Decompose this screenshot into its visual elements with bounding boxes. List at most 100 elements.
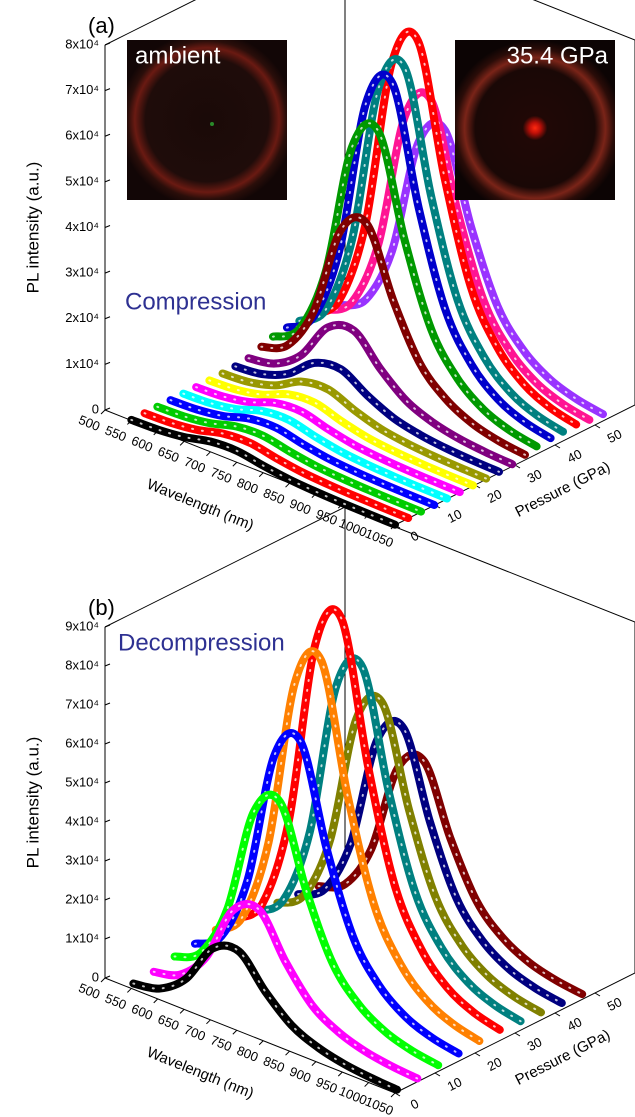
series-highlight bbox=[182, 392, 448, 500]
x-tick-label: 800 bbox=[235, 475, 261, 497]
panel-label: (a) bbox=[88, 13, 115, 38]
series-highlight bbox=[152, 902, 419, 1080]
y-tick-label: 6x10⁴ bbox=[65, 128, 99, 143]
y-tick bbox=[104, 819, 111, 823]
z-tick-label: 30 bbox=[525, 466, 545, 486]
x-tick-label: 650 bbox=[156, 443, 182, 465]
x-tick bbox=[100, 409, 106, 415]
y-tick-label: 2x10⁴ bbox=[65, 891, 99, 906]
y-tick-label: 2x10⁴ bbox=[65, 310, 99, 325]
chart-panel: 0 1x10⁴ 2x10⁴ 3x10⁴ 4x10⁴ 5x10⁴ 6x10⁴ 7x10⁴ 8x10… bbox=[23, 506, 635, 1117]
series-highlight bbox=[311, 30, 578, 426]
y-tick-label: 5x10⁴ bbox=[65, 173, 99, 188]
y-tick bbox=[104, 88, 111, 92]
z-tick bbox=[554, 444, 561, 449]
axis-edge bbox=[104, 0, 197, 46]
series-line bbox=[149, 899, 422, 1083]
x-tick bbox=[232, 1029, 238, 1035]
y-axis-title: PL intensity (a.u.) bbox=[23, 162, 42, 294]
z-tick-label: 40 bbox=[565, 446, 585, 466]
x-tick-label: 550 bbox=[103, 422, 129, 444]
x-tick-label: 1050 bbox=[363, 1094, 395, 1117]
inset-image bbox=[127, 40, 287, 200]
x-tick-label: 850 bbox=[261, 485, 287, 507]
x-tick-label: 1050 bbox=[363, 526, 395, 551]
z-tick bbox=[434, 1072, 441, 1077]
inset-spot bbox=[210, 122, 214, 126]
z-tick bbox=[514, 1032, 521, 1037]
y-tick-label: 3x10⁴ bbox=[65, 852, 99, 867]
y-tick-label: 1x10⁴ bbox=[65, 356, 99, 371]
x-tick-label: 800 bbox=[235, 1043, 261, 1065]
x-tick bbox=[179, 1009, 185, 1014]
series-highlight bbox=[214, 650, 481, 1042]
z-axis-title: Pressure (GPa) bbox=[512, 458, 613, 520]
z-tick-label: 10 bbox=[445, 1074, 465, 1094]
y-tick-label: 7x10⁴ bbox=[65, 82, 99, 97]
z-tick bbox=[474, 1052, 481, 1057]
x-tick-label: 750 bbox=[208, 1032, 234, 1054]
x-tick bbox=[285, 1050, 290, 1056]
series-line bbox=[244, 320, 517, 469]
y-tick bbox=[104, 407, 111, 411]
x-tick bbox=[179, 441, 185, 446]
y-tick bbox=[104, 179, 111, 183]
z-tick-label: 10 bbox=[445, 506, 465, 526]
series-highlight bbox=[297, 720, 563, 1005]
x-tick bbox=[258, 472, 264, 478]
series-highlight bbox=[208, 379, 474, 487]
x-tick bbox=[100, 977, 106, 983]
y-tick bbox=[104, 133, 111, 137]
series-highlight bbox=[130, 418, 396, 526]
z-tick-label: 30 bbox=[525, 1034, 545, 1054]
x-tick bbox=[311, 1061, 317, 1066]
y-tick-label: 3x10⁴ bbox=[65, 265, 99, 280]
y-tick bbox=[104, 624, 111, 628]
axis-edge bbox=[344, 506, 635, 623]
insets: ambient 35.4 GPa bbox=[127, 40, 615, 200]
series-line bbox=[190, 729, 463, 1058]
x-tick bbox=[232, 461, 238, 467]
annotation: Decompression bbox=[118, 629, 285, 656]
y-tick-label: 0 bbox=[92, 969, 99, 984]
x-tick bbox=[127, 988, 132, 993]
series-highlight bbox=[169, 399, 436, 506]
y-tick-label: 4x10⁴ bbox=[65, 813, 99, 828]
z-tick-label: 50 bbox=[605, 426, 625, 446]
x-tick-label: 750 bbox=[208, 464, 234, 486]
x-tick bbox=[285, 482, 290, 488]
y-tick bbox=[104, 225, 111, 228]
x-tick-label: 550 bbox=[103, 990, 129, 1012]
axis-edge bbox=[532, 0, 635, 41]
x-tick-label: 950 bbox=[314, 1074, 340, 1096]
y-tick-label: 8x10⁴ bbox=[65, 36, 99, 51]
y-tick bbox=[104, 316, 111, 320]
y-tick bbox=[104, 936, 111, 940]
series-highlight bbox=[173, 793, 440, 1067]
series-line bbox=[218, 369, 491, 483]
y-tick-label: 6x10⁴ bbox=[65, 735, 99, 750]
y-tick bbox=[104, 42, 111, 46]
y-tick-label: 5x10⁴ bbox=[65, 774, 99, 789]
x-tick-label: 600 bbox=[129, 1001, 155, 1023]
x-tick-label: 650 bbox=[156, 1011, 182, 1033]
z-tick-label: 0 bbox=[408, 1096, 421, 1113]
panel-label: (b) bbox=[88, 595, 115, 620]
series-highlight bbox=[143, 412, 410, 520]
series-line bbox=[335, 118, 607, 419]
y-tick bbox=[104, 975, 111, 979]
y-tick bbox=[104, 858, 111, 862]
y-tick bbox=[104, 780, 111, 784]
x-tick-label: 600 bbox=[129, 433, 155, 455]
y-tick-label: 1x10⁴ bbox=[65, 930, 99, 945]
series-highlight bbox=[195, 386, 461, 494]
y-tick-label: 4x10⁴ bbox=[65, 219, 99, 234]
x-tick-label: 850 bbox=[261, 1053, 287, 1075]
x-tick bbox=[390, 1092, 396, 1098]
z-tick-label: 20 bbox=[485, 1054, 505, 1074]
z-tick-label: 20 bbox=[485, 486, 505, 506]
x-tick-label: 950 bbox=[314, 506, 340, 528]
z-tick-label: 40 bbox=[565, 1014, 585, 1034]
series-highlight bbox=[317, 753, 584, 996]
